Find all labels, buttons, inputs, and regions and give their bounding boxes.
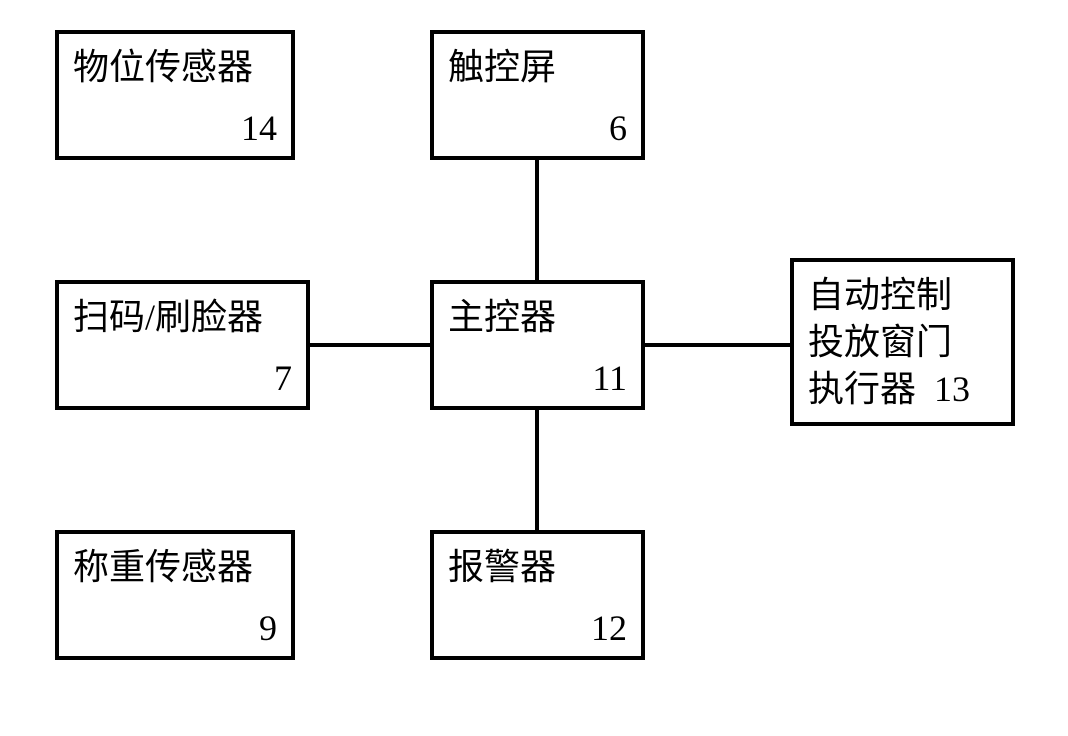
node-alarm: 报警器 12 xyxy=(430,530,645,660)
controller-number: 11 xyxy=(592,360,627,396)
level-sensor-number: 14 xyxy=(241,110,277,146)
weight-sensor-label: 称重传感器 xyxy=(73,544,277,606)
touchscreen-label: 触控屏 xyxy=(448,44,627,106)
node-weight-sensor: 称重传感器 9 xyxy=(55,530,295,660)
node-actuator: 自动控制 投放窗门 执行器 13 xyxy=(790,258,1015,426)
edge-scanner-controller xyxy=(310,343,430,347)
alarm-number: 12 xyxy=(591,610,627,646)
alarm-label: 报警器 xyxy=(448,544,627,606)
edge-touchscreen-controller xyxy=(535,160,539,280)
edge-controller-alarm xyxy=(535,410,539,530)
node-touchscreen: 触控屏 6 xyxy=(430,30,645,160)
scanner-label: 扫码/刷脸器 xyxy=(73,294,292,356)
scanner-number: 7 xyxy=(274,360,292,396)
node-controller: 主控器 11 xyxy=(430,280,645,410)
touchscreen-number: 6 xyxy=(609,110,627,146)
node-level-sensor: 物位传感器 14 xyxy=(55,30,295,160)
node-scanner: 扫码/刷脸器 7 xyxy=(55,280,310,410)
level-sensor-label: 物位传感器 xyxy=(73,44,277,106)
actuator-label: 自动控制 投放窗门 执行器 13 xyxy=(808,272,997,412)
controller-label: 主控器 xyxy=(448,294,627,356)
edge-controller-actuator xyxy=(645,343,790,347)
weight-sensor-number: 9 xyxy=(259,610,277,646)
